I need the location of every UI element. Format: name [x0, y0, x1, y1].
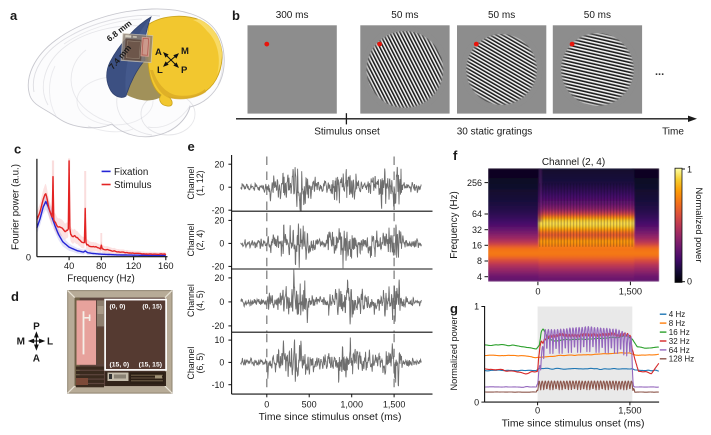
svg-text:c: c: [14, 142, 21, 157]
svg-text:0: 0: [264, 399, 269, 409]
svg-text:-20: -20: [212, 205, 225, 215]
svg-text:16: 16: [472, 241, 482, 251]
svg-text:8: 8: [477, 256, 482, 266]
svg-text:(15, 0): (15, 0): [110, 361, 130, 368]
svg-text:(6, 5): (6, 5): [195, 353, 205, 374]
svg-text:a: a: [10, 8, 18, 23]
svg-text:P: P: [181, 65, 188, 76]
svg-text:16 Hz: 16 Hz: [669, 328, 690, 337]
svg-text:20: 20: [215, 273, 225, 283]
svg-text:A: A: [33, 354, 40, 365]
svg-text:Normalized power: Normalized power: [449, 316, 459, 390]
svg-text:M: M: [17, 337, 25, 348]
svg-text:1: 1: [687, 165, 692, 175]
svg-text:Time since stimulus onset (ms): Time since stimulus onset (ms): [502, 419, 645, 430]
svg-text:1: 1: [474, 302, 479, 312]
svg-text:Channel: Channel: [186, 224, 196, 257]
svg-text:50 ms: 50 ms: [391, 10, 418, 21]
svg-text:P: P: [33, 322, 40, 333]
svg-text:Fixation: Fixation: [114, 167, 148, 178]
svg-text:1,500: 1,500: [383, 399, 406, 409]
svg-text:-20: -20: [212, 262, 225, 272]
svg-text:1,000: 1,000: [340, 399, 363, 409]
svg-text:0: 0: [219, 297, 224, 307]
svg-text:Channel: Channel: [186, 167, 196, 200]
svg-text:0: 0: [474, 397, 479, 407]
svg-text:0: 0: [219, 358, 224, 368]
svg-text:64 Hz: 64 Hz: [669, 346, 690, 355]
svg-text:32 Hz: 32 Hz: [669, 337, 690, 346]
svg-text:d: d: [11, 289, 19, 304]
svg-text:(2, 4): (2, 4): [195, 230, 205, 251]
svg-text:(0, 15): (0, 15): [142, 304, 162, 311]
svg-text:64: 64: [472, 209, 482, 219]
svg-text:300 ms: 300 ms: [276, 10, 309, 21]
svg-text:80: 80: [96, 261, 106, 271]
svg-text:Channel: Channel: [186, 347, 196, 380]
svg-text:e: e: [188, 139, 195, 154]
svg-text:1,500: 1,500: [618, 406, 641, 416]
svg-text:128 Hz: 128 Hz: [669, 355, 694, 364]
svg-text:1,500: 1,500: [619, 287, 642, 297]
svg-text:500: 500: [302, 399, 317, 409]
svg-text:4: 4: [477, 272, 482, 282]
svg-text:b: b: [232, 8, 240, 23]
svg-text:30 static gratings: 30 static gratings: [457, 127, 533, 138]
svg-text:...: ...: [655, 66, 664, 78]
svg-text:(1, 12): (1, 12): [195, 170, 205, 195]
svg-text:50 ms: 50 ms: [488, 10, 515, 21]
svg-text:Normalized power: Normalized power: [694, 188, 704, 263]
svg-text:L: L: [47, 337, 53, 348]
svg-text:-10: -10: [212, 380, 225, 390]
svg-text:(0, 0): (0, 0): [110, 304, 126, 311]
svg-text:40: 40: [64, 261, 74, 271]
svg-text:50 ms: 50 ms: [584, 10, 611, 21]
svg-text:Stimulus onset: Stimulus onset: [314, 127, 380, 138]
svg-text:0: 0: [535, 287, 540, 297]
svg-text:Time since stimulus onset (ms): Time since stimulus onset (ms): [259, 412, 402, 423]
svg-text:Channel: Channel: [186, 284, 196, 317]
svg-text:0: 0: [535, 406, 540, 416]
svg-text:4 Hz: 4 Hz: [669, 310, 685, 319]
svg-text:0: 0: [219, 239, 224, 249]
svg-text:Time: Time: [662, 127, 684, 138]
svg-text:256: 256: [467, 178, 482, 188]
svg-text:g: g: [450, 301, 458, 316]
svg-text:Frequency (Hz): Frequency (Hz): [449, 191, 460, 259]
svg-text:160: 160: [158, 261, 174, 271]
svg-text:Stimulus: Stimulus: [114, 180, 152, 191]
svg-text:Channel (2, 4): Channel (2, 4): [542, 157, 605, 168]
svg-text:20: 20: [215, 159, 225, 169]
svg-text:0: 0: [26, 253, 31, 263]
svg-text:Frequency (Hz): Frequency (Hz): [67, 274, 135, 285]
svg-text:8 Hz: 8 Hz: [669, 319, 685, 328]
svg-text:f: f: [453, 148, 458, 163]
svg-text:(4, 5): (4, 5): [195, 290, 205, 311]
svg-text:Fourier power (a.u.): Fourier power (a.u.): [11, 164, 22, 250]
svg-text:-20: -20: [212, 321, 225, 331]
svg-text:A: A: [155, 47, 162, 58]
svg-text:0: 0: [219, 182, 224, 192]
svg-text:20: 20: [215, 216, 225, 226]
svg-text:L: L: [157, 65, 163, 76]
svg-text:0: 0: [687, 277, 692, 287]
svg-text:120: 120: [126, 261, 142, 271]
svg-text:32: 32: [472, 225, 482, 235]
svg-text:(15, 15): (15, 15): [139, 361, 162, 368]
svg-text:M: M: [181, 46, 189, 57]
svg-text:10: 10: [215, 335, 225, 345]
